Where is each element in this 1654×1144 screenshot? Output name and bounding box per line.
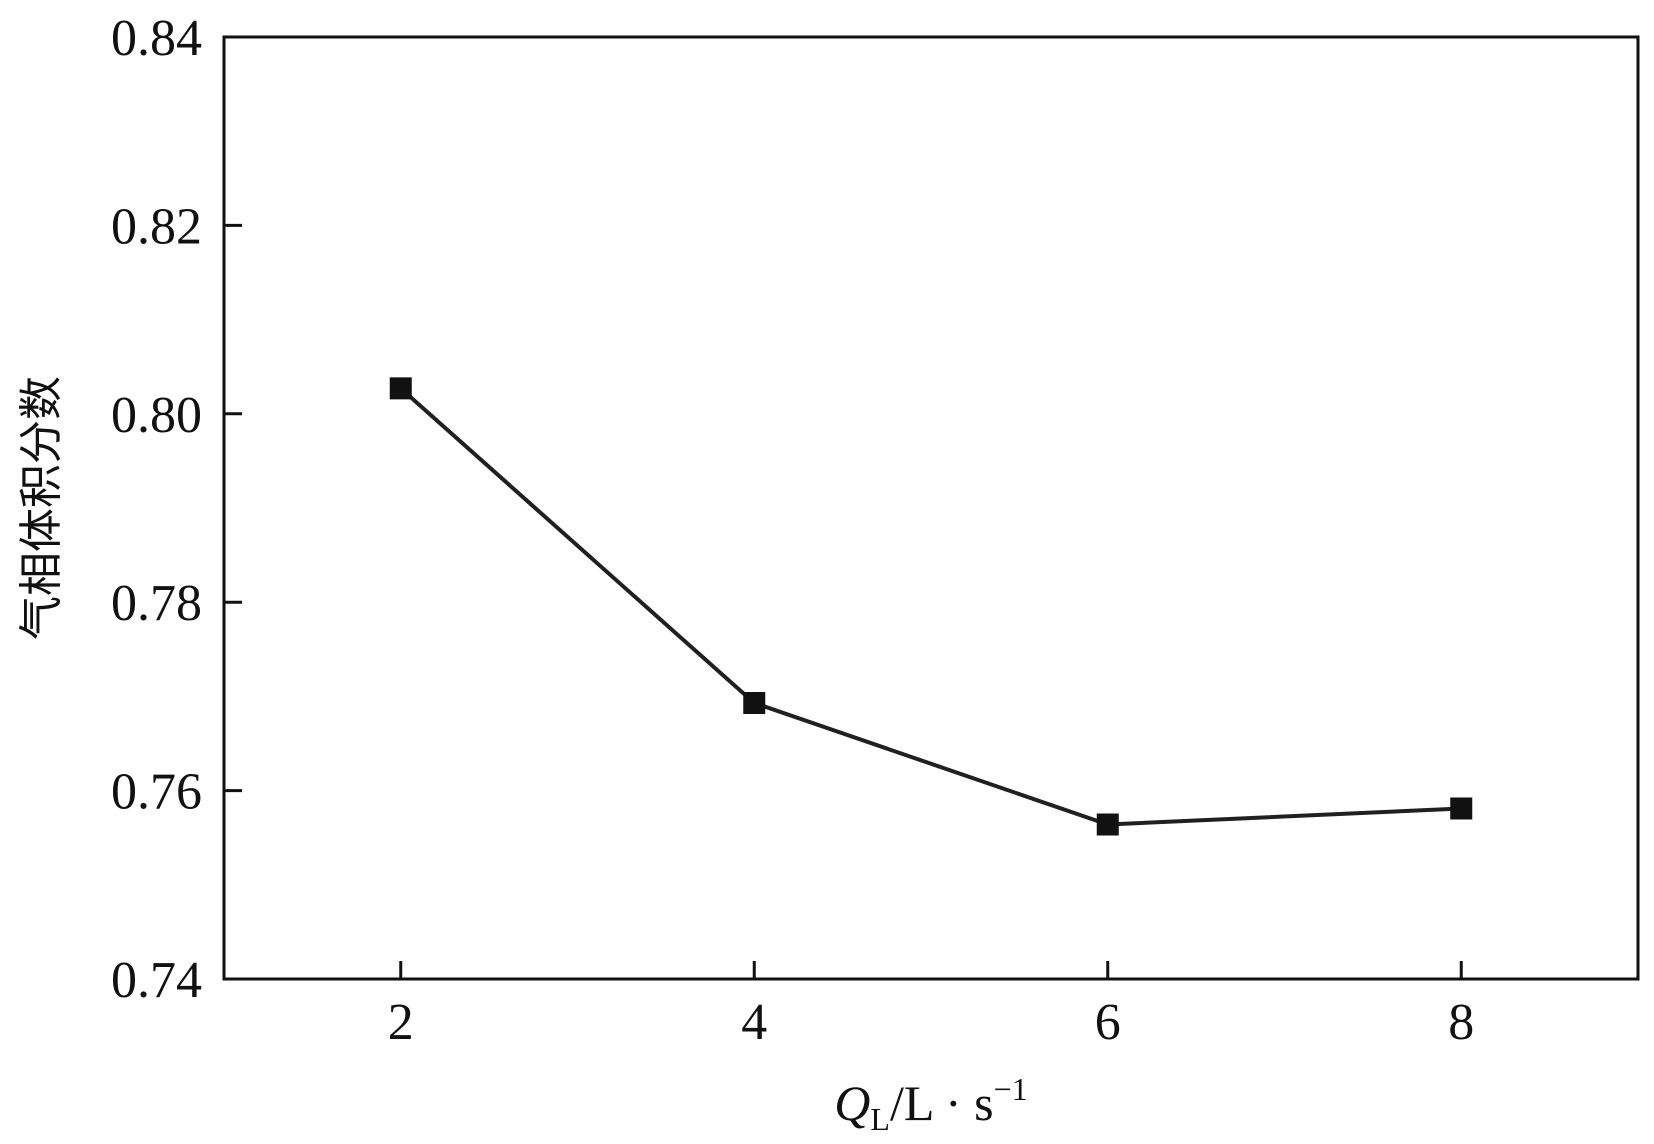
x-axis-superscript: −1 (994, 1071, 1028, 1107)
x-axis-symbol: Q (834, 1075, 870, 1131)
y-tick-label: 0.80 (111, 387, 202, 444)
x-axis-unit: /L · s (890, 1075, 994, 1131)
data-point-marker (743, 691, 766, 714)
x-tick-label: 6 (1095, 994, 1121, 1051)
data-point-marker (1096, 813, 1119, 836)
data-point-marker (389, 377, 412, 400)
x-tick-label: 4 (741, 994, 767, 1051)
y-tick-label: 0.82 (111, 198, 202, 255)
series-line (399, 386, 1462, 827)
data-point-marker (1450, 797, 1473, 820)
y-axis-ticks: 0.74 0.76 0.78 0.80 0.82 0.84 (111, 10, 242, 1009)
x-axis-title: QL/L · s−1 (834, 1071, 1027, 1137)
x-axis-ticks: 2 4 6 8 (388, 961, 1474, 1051)
series-layer (389, 377, 1473, 836)
y-tick-label: 0.78 (111, 575, 202, 632)
x-axis-subscript: L (870, 1101, 890, 1137)
y-tick-label: 0.84 (111, 10, 202, 67)
plot-frame (222, 35, 1640, 981)
x-tick-label: 8 (1448, 994, 1474, 1051)
y-tick-label: 0.74 (111, 952, 202, 1009)
y-axis-title: 气相体积分数 (16, 376, 67, 640)
x-tick-label: 2 (388, 994, 414, 1051)
y-tick-label: 0.76 (111, 764, 202, 821)
